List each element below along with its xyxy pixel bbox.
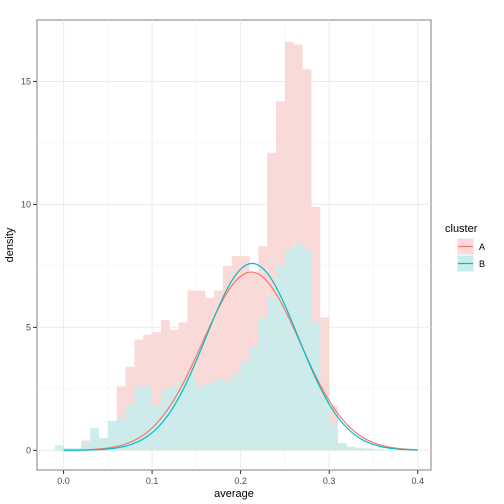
histogram-bar-a xyxy=(160,320,170,451)
histogram-bar-b xyxy=(284,248,294,451)
y-tick-label: 5 xyxy=(26,322,31,332)
x-axis-ticks: 0.0 0.1 0.2 0.3 0.4 xyxy=(57,470,424,486)
density-curve-b xyxy=(63,262,418,451)
density-curves xyxy=(63,262,418,451)
y-axis-ticks: 0 5 10 15 xyxy=(21,76,37,455)
histogram-bar-b xyxy=(125,406,135,451)
histogram-bar-b xyxy=(364,448,374,451)
histogram-bar-b xyxy=(222,381,232,451)
histogram-bar-a xyxy=(231,256,241,451)
density-curve-a xyxy=(63,271,418,451)
legend-items: AB xyxy=(457,238,485,272)
histogram-bar-b xyxy=(338,442,347,451)
histogram-bar-b xyxy=(90,428,99,451)
x-tick-label: 0.0 xyxy=(57,476,70,486)
histogram-bar-b xyxy=(178,381,188,451)
histogram-bar-b xyxy=(293,243,303,451)
histogram-bar-b xyxy=(373,449,383,451)
histogram-bar-a xyxy=(196,290,206,451)
x-axis-title: average xyxy=(214,488,254,500)
histogram-bar-b xyxy=(196,386,206,451)
histogram-bar-b xyxy=(214,379,223,451)
histogram-bar-b xyxy=(355,447,365,451)
x-tick-label: 0.2 xyxy=(234,476,247,486)
histogram-bar-b xyxy=(81,442,91,451)
histogram-bar-b xyxy=(267,297,277,451)
histogram-bar-b xyxy=(276,265,285,451)
histogram-bar-b xyxy=(63,447,73,451)
legend-title: cluster xyxy=(445,223,478,235)
histogram-bar-a xyxy=(284,42,294,451)
histogram-bar-b xyxy=(240,361,250,451)
histogram-bar-b xyxy=(169,386,179,451)
histogram-bar-a xyxy=(152,332,161,451)
legend-label: B xyxy=(479,259,485,269)
histogram-bar-b xyxy=(258,317,268,451)
y-tick-label: 15 xyxy=(21,76,31,86)
histogram-bar-b xyxy=(116,418,126,451)
histogram-bar-b xyxy=(187,376,197,451)
x-tick-label: 0.3 xyxy=(323,476,336,486)
histogram-bar-b xyxy=(249,347,259,451)
histogram-bar-b xyxy=(107,420,117,451)
y-tick-label: 10 xyxy=(21,199,31,209)
histogram-bar-b xyxy=(302,248,312,451)
histogram-bar-b xyxy=(54,445,64,451)
y-axis-title: density xyxy=(4,227,16,262)
histogram-bar-a xyxy=(320,317,330,451)
histogram-bar-a xyxy=(222,265,232,451)
histogram-bar-a xyxy=(205,297,215,451)
histogram-bar-b xyxy=(143,386,153,451)
histogram-bar-b xyxy=(320,396,330,451)
y-tick-label: 0 xyxy=(26,445,31,455)
histogram-bar-b xyxy=(382,449,392,451)
histogram-bar-a xyxy=(240,256,250,451)
x-tick-label: 0.4 xyxy=(411,476,424,486)
histogram-bar-b xyxy=(72,447,82,451)
histogram-bar-b xyxy=(134,386,144,451)
histogram-bar-b xyxy=(205,383,215,451)
histogram-bar-b xyxy=(98,438,108,451)
legend: cluster AB xyxy=(445,223,485,272)
histogram-bar-b xyxy=(311,322,321,451)
histogram-bar-a xyxy=(214,290,223,451)
histogram-bar-b xyxy=(329,423,339,451)
histogram-bar-b xyxy=(231,374,241,451)
legend-label: A xyxy=(479,242,485,252)
histogram-bar-b xyxy=(346,446,356,451)
x-tick-label: 0.1 xyxy=(146,476,159,486)
